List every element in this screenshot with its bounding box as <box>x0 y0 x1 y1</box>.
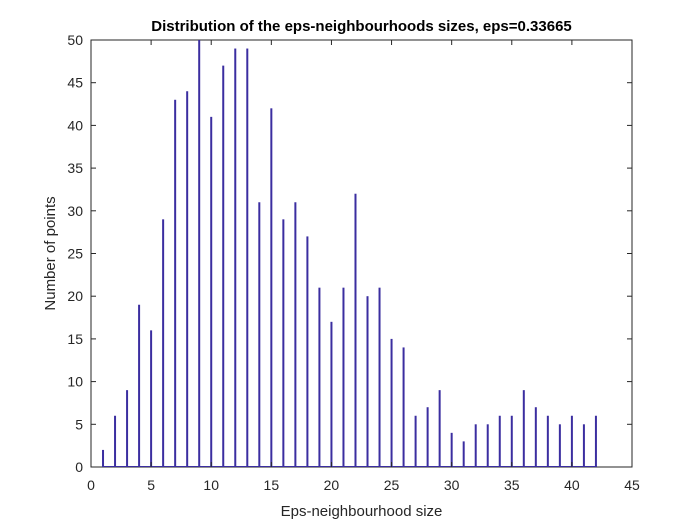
bar <box>510 415 513 467</box>
bar <box>306 236 309 467</box>
bar <box>462 441 465 467</box>
y-tick-label: 50 <box>67 32 83 48</box>
bar <box>114 415 117 467</box>
y-tick-label: 20 <box>67 288 83 304</box>
bar <box>294 202 297 467</box>
y-tick-label: 10 <box>67 374 83 390</box>
bar <box>558 424 561 467</box>
bar <box>438 390 441 467</box>
bar <box>486 424 489 467</box>
bar <box>366 296 369 467</box>
bar <box>474 424 477 467</box>
bar <box>546 415 549 467</box>
y-tick-label: 40 <box>67 117 83 133</box>
bar <box>402 347 405 467</box>
bar <box>138 304 141 467</box>
x-tick-label: 0 <box>87 477 95 493</box>
y-axis-ticks: 0 5 10 15 20 25 30 35 40 45 50 <box>67 32 632 475</box>
bar <box>330 321 333 467</box>
bar <box>498 415 501 467</box>
bar <box>186 91 189 468</box>
y-tick-label: 0 <box>75 459 83 475</box>
bar <box>150 330 153 467</box>
x-tick-label: 20 <box>324 477 340 493</box>
bar <box>258 202 261 467</box>
x-tick-label: 5 <box>147 477 155 493</box>
x-axis-label: Eps-neighbourhood size <box>281 503 443 520</box>
bar <box>354 193 357 467</box>
bar <box>210 116 213 468</box>
y-tick-label: 30 <box>67 203 83 219</box>
x-tick-label: 10 <box>203 477 219 493</box>
bar <box>342 287 345 467</box>
bar <box>246 48 249 467</box>
bar <box>126 390 129 467</box>
bar <box>318 287 321 467</box>
bar <box>222 65 225 468</box>
chart-title: Distribution of the eps-neighbourhoods s… <box>151 18 572 35</box>
y-tick-label: 15 <box>67 331 83 347</box>
x-tick-label: 45 <box>624 477 640 493</box>
bar <box>522 390 525 467</box>
plot-area: 0 5 10 15 20 25 30 35 40 45 0 5 10 15 20 25 30 35 40 45 50 <box>67 32 640 493</box>
bar <box>450 432 453 467</box>
bar <box>174 99 177 467</box>
bar <box>390 338 393 467</box>
x-tick-label: 40 <box>564 477 580 493</box>
bar <box>426 407 429 467</box>
bar <box>378 287 381 467</box>
y-tick-label: 5 <box>75 416 83 432</box>
x-tick-label: 30 <box>444 477 460 493</box>
bar <box>270 108 273 467</box>
bar <box>162 219 165 467</box>
bars <box>102 40 597 468</box>
y-tick-label: 45 <box>67 75 83 91</box>
x-axis-ticks: 0 5 10 15 20 25 30 35 40 45 <box>87 40 640 493</box>
x-tick-label: 15 <box>264 477 280 493</box>
y-tick-label: 35 <box>67 160 83 176</box>
bar <box>102 449 105 467</box>
x-tick-label: 25 <box>384 477 400 493</box>
bar <box>282 219 285 467</box>
bar <box>534 407 537 467</box>
bar <box>198 40 201 467</box>
bar <box>414 415 417 467</box>
bar <box>582 424 585 467</box>
y-axis-label: Number of points <box>42 196 59 310</box>
bar <box>570 415 573 467</box>
bar <box>594 415 597 467</box>
y-tick-label: 25 <box>67 246 83 262</box>
bar <box>234 48 237 467</box>
x-tick-label: 35 <box>504 477 520 493</box>
axes-box <box>90 39 633 468</box>
